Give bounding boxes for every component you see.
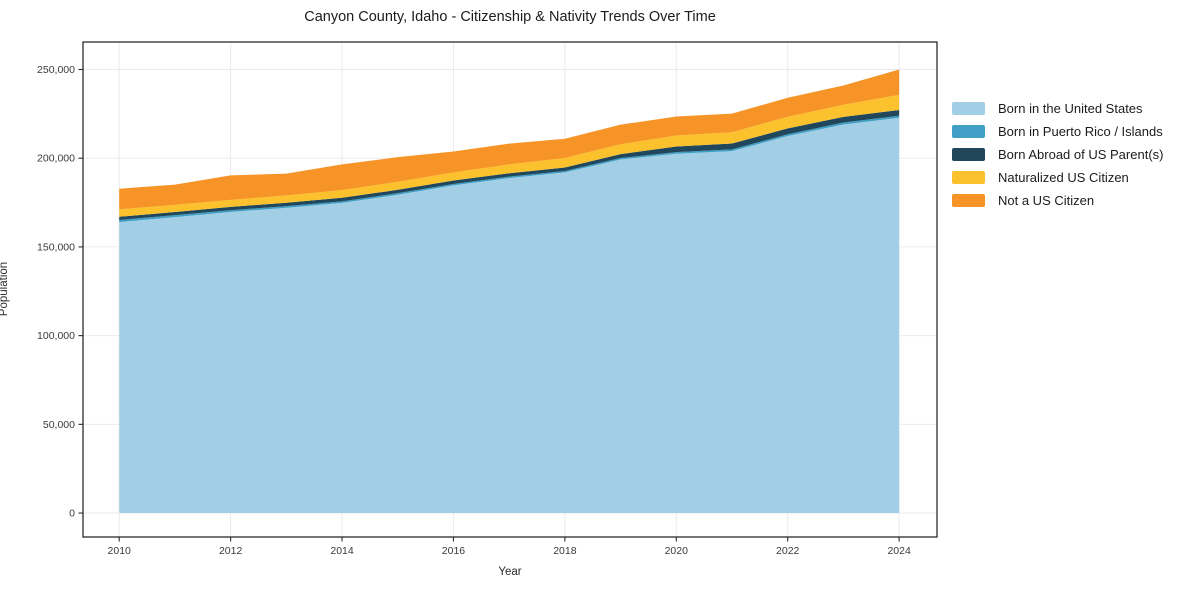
x-tick-label: 2022 [776,545,800,557]
y-tick-label: 100,000 [37,330,75,342]
chart-title: Canyon County, Idaho - Citizenship & Nat… [304,9,716,25]
legend-label: Born in Puerto Rico / Islands [998,124,1163,139]
legend-label: Born in the United States [998,101,1143,116]
x-tick-label: 2014 [330,545,354,557]
x-tick-label: 2012 [219,545,243,557]
x-axis-label: Year [498,566,522,578]
legend-swatch-icon [952,194,985,207]
area-series [119,117,900,514]
legend-swatch-icon [952,171,985,184]
legend-swatch-icon [952,148,985,161]
legend-item: Born in Puerto Rico / Islands [952,124,1163,139]
legend-label: Naturalized US Citizen [998,170,1129,185]
legend-item: Naturalized US Citizen [952,170,1163,185]
legend-label: Not a US Citizen [998,193,1095,208]
legend-swatch-icon [952,125,985,138]
legend-label: Born Abroad of US Parent(s) [998,147,1164,162]
legend-item: Born Abroad of US Parent(s) [952,147,1164,162]
y-tick-label: 150,000 [37,241,75,253]
area-series [119,94,900,217]
y-tick-label: 50,000 [43,419,75,431]
x-tick-label: 2018 [553,545,577,557]
x-tick-label: 2010 [108,545,132,557]
area-series [119,69,900,210]
y-tick-label: 0 [69,508,75,520]
y-tick-label: 250,000 [37,64,75,76]
legend-swatch-icon [952,102,985,115]
x-tick-label: 2016 [442,545,466,557]
x-tick-label: 2020 [665,545,689,557]
plot-border [82,41,938,538]
legend: Born in the United States Born in Puerto … [952,101,1164,208]
legend-item: Not a US Citizen [952,193,1163,208]
x-tick-label: 2024 [887,545,911,557]
y-tick-label: 200,000 [37,153,75,165]
legend-item: Born in the United States [952,101,1163,116]
